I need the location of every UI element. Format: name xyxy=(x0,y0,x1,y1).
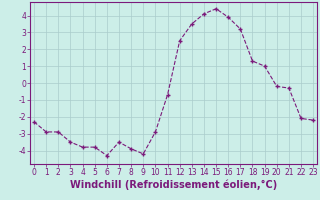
X-axis label: Windchill (Refroidissement éolien,°C): Windchill (Refroidissement éolien,°C) xyxy=(70,180,277,190)
